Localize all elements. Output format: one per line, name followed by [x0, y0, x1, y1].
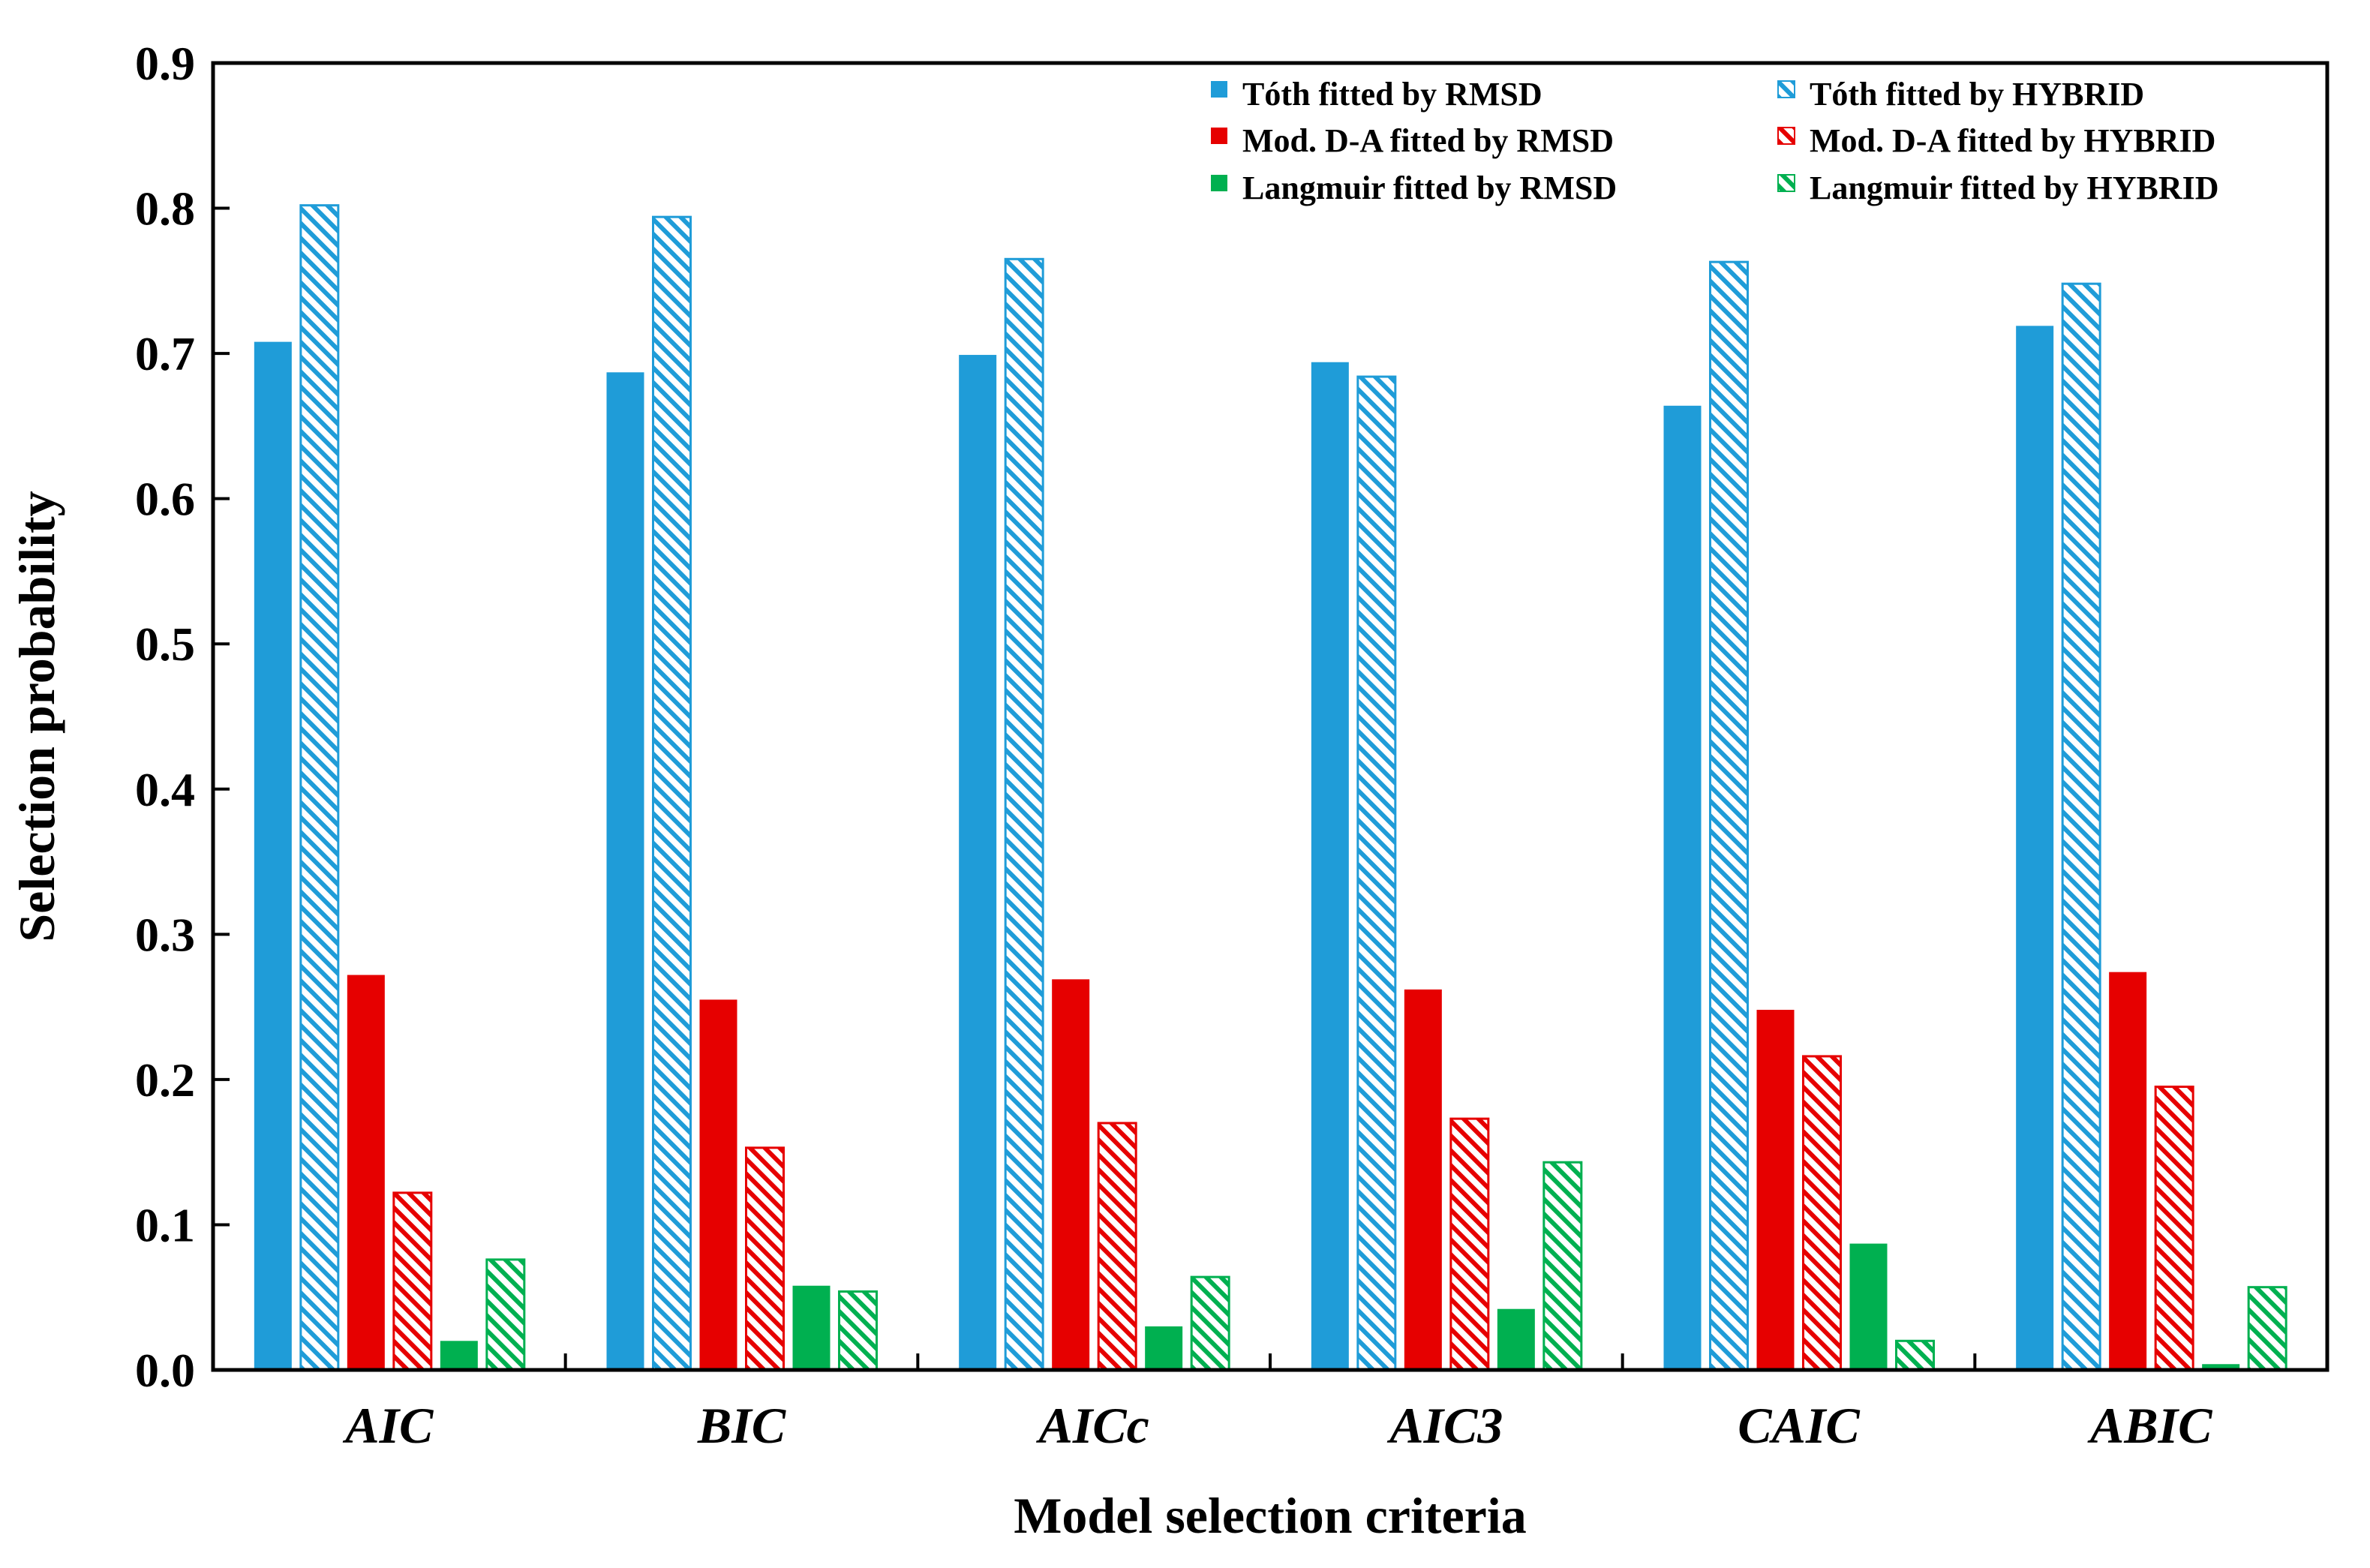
legend-swatch [1777, 174, 1795, 192]
bar [1756, 1009, 1795, 1370]
legend-label: Tóth fitted by HYBRID [1810, 76, 2144, 113]
y-tick-label: 0.2 [135, 1053, 195, 1107]
plot-frame [211, 61, 2329, 1372]
legend-label: Mod. D-A fitted by HYBRID [1810, 122, 2215, 159]
bar [1004, 257, 1044, 1371]
bar [1356, 375, 1397, 1371]
bar [1145, 1326, 1183, 1370]
legend-swatch [1211, 81, 1227, 98]
x-tick-label: CAIC [1738, 1397, 1860, 1454]
x-tick-label: ABIC [2087, 1397, 2212, 1454]
y-axis-title: Selection probability [8, 491, 65, 942]
y-tick-label: 0.8 [135, 182, 195, 236]
bar [2202, 1364, 2240, 1370]
bar [1311, 362, 1349, 1370]
bar [1190, 1275, 1230, 1371]
y-axis-ticks: 0.0 0.1 0.2 0.3 0.4 0.5 0.6 0.7 0.8 0.9 [135, 37, 230, 1397]
bar [254, 341, 292, 1370]
bars-group [254, 204, 2287, 1371]
y-tick-label: 0.3 [135, 908, 195, 961]
x-tick-label: AIC3 [1386, 1397, 1503, 1454]
bar [2247, 1286, 2287, 1371]
bar [1709, 260, 1749, 1371]
y-tick-label: 0.4 [135, 763, 195, 816]
bar [2154, 1086, 2194, 1371]
legend-label: Mod. D-A fitted by RMSD [1242, 122, 1614, 159]
bar [485, 1258, 526, 1371]
bar [347, 975, 385, 1370]
bar [959, 355, 997, 1371]
bar [699, 999, 737, 1370]
legend-label: Tóth fitted by RMSD [1242, 76, 1542, 113]
x-axis-ticks: AIC BIC AICc AIC3 CAIC ABIC [342, 1353, 2212, 1454]
x-tick-label: BIC [697, 1397, 786, 1454]
x-tick-label: AIC [342, 1397, 434, 1454]
bar [838, 1290, 878, 1371]
bar [1542, 1161, 1583, 1371]
y-tick-label: 0.9 [135, 37, 195, 90]
legend-label: Langmuir fitted by RMSD [1242, 170, 1617, 206]
legend-label: Langmuir fitted by HYBRID [1810, 170, 2219, 206]
x-tick-label: AICc [1035, 1397, 1149, 1454]
bar [1404, 989, 1442, 1370]
bar [392, 1191, 433, 1371]
bar [652, 215, 692, 1371]
bar [792, 1285, 831, 1370]
bar [2109, 972, 2147, 1370]
legend-swatch [1777, 127, 1795, 145]
x-axis-title: Model selection criteria [1014, 1487, 1527, 1544]
bar [1497, 1308, 1535, 1370]
legend: Tóth fitted by RMSD Tóth fitted by HYBRID… [1211, 76, 2219, 206]
legend-swatch [1211, 175, 1227, 191]
bar [1802, 1055, 1842, 1371]
y-tick-label: 0.0 [135, 1344, 195, 1397]
bar [2016, 326, 2054, 1370]
y-tick-label: 0.5 [135, 617, 195, 671]
bar [440, 1341, 478, 1370]
legend-swatch [1777, 80, 1795, 98]
bar [1663, 405, 1702, 1370]
bar [1052, 979, 1090, 1370]
y-tick-label: 0.1 [135, 1198, 195, 1251]
bar [299, 204, 340, 1371]
bar [2061, 282, 2101, 1371]
bar [745, 1146, 785, 1371]
y-tick-label: 0.7 [135, 327, 195, 380]
legend-swatch [1211, 128, 1227, 144]
y-tick-label: 0.6 [135, 473, 195, 526]
bar [606, 372, 644, 1371]
bar [1849, 1243, 1888, 1370]
bar [1449, 1117, 1490, 1371]
bar [1895, 1339, 1935, 1371]
bar [1097, 1122, 1137, 1371]
